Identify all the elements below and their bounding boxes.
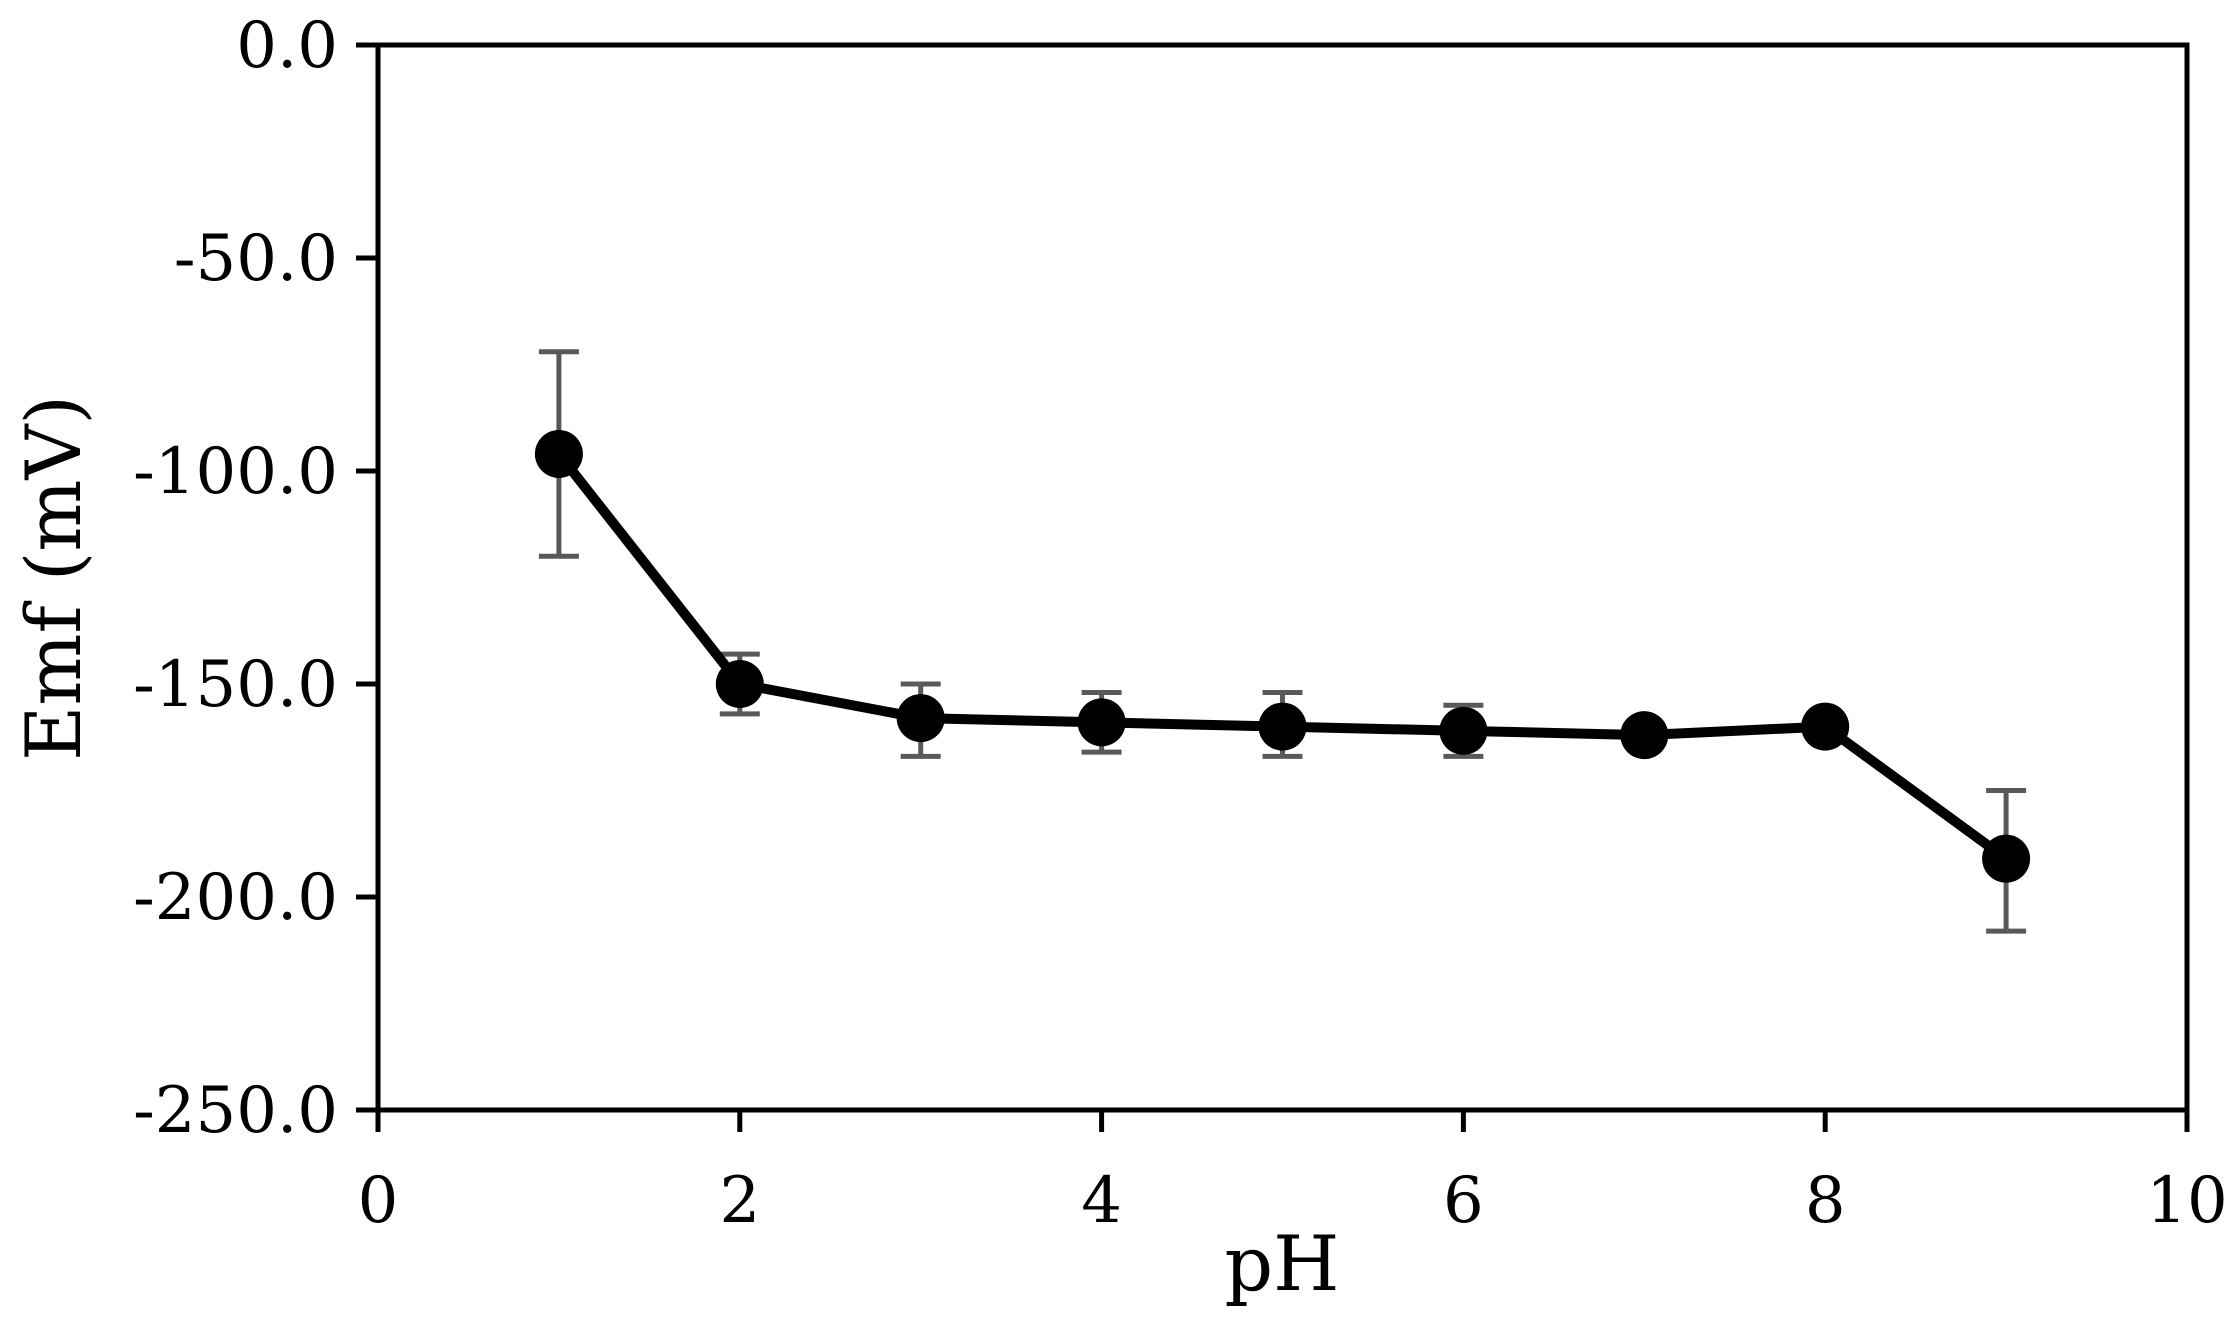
data-points	[534, 429, 2031, 883]
error-bars	[538, 349, 2027, 934]
y-tick-label: -100.0	[133, 435, 338, 509]
axes	[375, 42, 2190, 1113]
y-tick-label: -200.0	[133, 861, 338, 935]
ticks: 0.0 -50.0 -100.0 -150.0 -200.0 -250.0 0 2 4 6 8 10	[133, 9, 2228, 1238]
data-point	[1077, 698, 1126, 747]
data-point	[715, 660, 764, 708]
x-tick-label: 6	[1443, 1164, 1484, 1238]
y-tick-label: -50.0	[174, 222, 338, 296]
plot-area-frame	[375, 42, 2190, 1113]
data-point	[1801, 702, 1850, 751]
x-tick-label: 10	[2146, 1164, 2227, 1238]
data-point	[1439, 706, 1488, 755]
data-point	[1620, 711, 1669, 760]
x-tick-label: 8	[1805, 1164, 1846, 1238]
x-tick-label: 4	[1081, 1164, 1122, 1238]
series-line	[554, 450, 2010, 863]
data-point	[896, 694, 945, 743]
y-tick-label: -250.0	[133, 1074, 338, 1148]
series-line-layer	[554, 450, 2010, 863]
y-tick-label: 0.0	[236, 9, 338, 83]
data-point	[1982, 834, 2031, 883]
data-point	[1258, 702, 1307, 751]
y-axis-title: Emf (mV)	[9, 395, 98, 761]
data-point	[534, 429, 583, 478]
x-axis-title: pH	[1225, 1219, 1340, 1308]
x-tick-label: 2	[719, 1164, 760, 1238]
x-tick-label: 0	[358, 1164, 399, 1238]
y-tick-label: -150.0	[133, 648, 338, 722]
